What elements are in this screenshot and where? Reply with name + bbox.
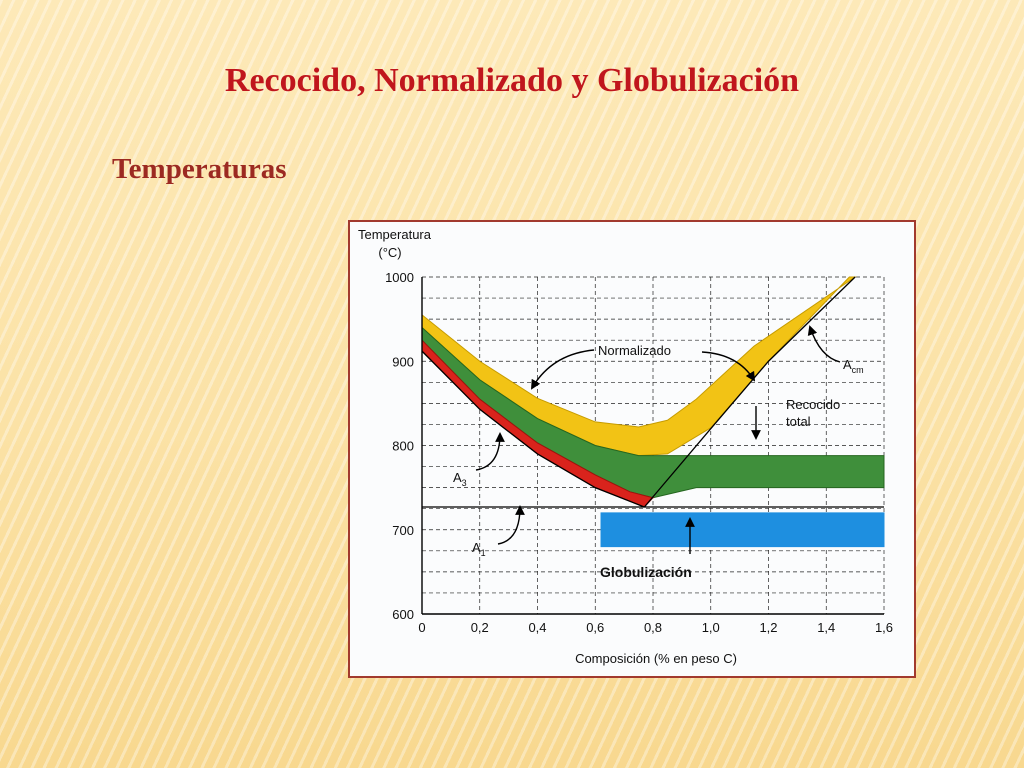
label-normalizado: Normalizado — [598, 343, 671, 358]
arrow-normalizado-right — [701, 351, 756, 382]
x-tick-label: 0 — [418, 620, 425, 635]
y-axis-title-line2: (°C) — [378, 245, 401, 260]
label-acm: Acm — [843, 357, 864, 375]
label-a3: A3 — [453, 470, 467, 488]
phase-diagram-figure: Temperatura (°C) Composición (% en peso … — [348, 220, 916, 678]
annotations: Normalizado Recocido total Globulización… — [453, 325, 864, 580]
arrow-normalizado-left — [531, 349, 595, 390]
y-tick-label: 900 — [392, 354, 414, 369]
y-tick-label: 800 — [392, 439, 414, 454]
slide-title: Recocido, Normalizado y Globulización — [224, 62, 800, 99]
x-tick-label: 1,6 — [875, 620, 893, 635]
label-a1-sub: 1 — [481, 548, 486, 558]
label-a1-main: A — [472, 540, 481, 555]
x-tick-label: 0,8 — [644, 620, 662, 635]
line-acm — [643, 276, 856, 508]
label-total: total — [786, 414, 811, 429]
label-acm-main: A — [843, 357, 852, 372]
x-tick-label: 0,2 — [471, 620, 489, 635]
arrow-a3 — [475, 432, 505, 471]
arrow-acm — [807, 325, 841, 363]
y-axis-title-line1: Temperatura — [358, 227, 432, 242]
label-a3-sub: 3 — [462, 478, 467, 488]
x-tick-label: 0,6 — [586, 620, 604, 635]
y-tick-label: 700 — [392, 523, 414, 538]
tick-labels: 0 0,2 0,4 0,6 0,8 1,0 1,2 1,4 1,6 1000 900 800 700 60… — [385, 270, 893, 635]
y-tick-label: 1000 — [385, 270, 414, 285]
label-globulizacion: Globulización — [600, 564, 692, 580]
arrow-a1 — [497, 505, 525, 545]
phase-regions — [421, 276, 885, 548]
line-a3 — [421, 350, 645, 508]
x-axis-title: Composición (% en peso C) — [575, 651, 737, 666]
y-tick-label: 600 — [392, 607, 414, 622]
temperature-composition-chart: Temperatura (°C) Composición (% en peso … — [358, 227, 893, 666]
x-tick-label: 1,4 — [817, 620, 835, 635]
x-tick-label: 0,4 — [528, 620, 546, 635]
region-globulizacion — [600, 512, 885, 548]
slide-subtitle: Temperaturas — [112, 153, 287, 185]
label-recocido: Recocido — [786, 397, 840, 412]
label-a1: A1 — [472, 540, 486, 558]
label-acm-sub: cm — [852, 365, 864, 375]
transformation-lines — [421, 276, 884, 508]
x-tick-label: 1,0 — [702, 620, 720, 635]
label-a3-main: A — [453, 470, 462, 485]
x-tick-label: 1,2 — [759, 620, 777, 635]
axes — [421, 277, 884, 615]
